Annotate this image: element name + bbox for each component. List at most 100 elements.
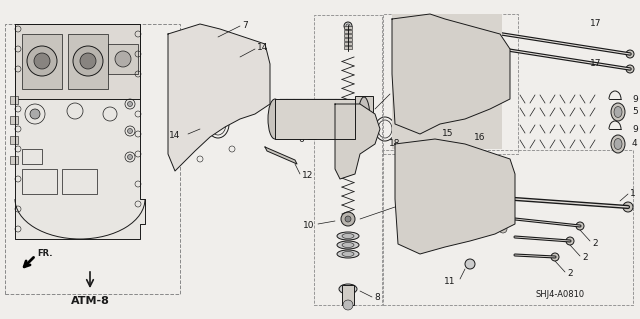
Circle shape bbox=[438, 77, 458, 97]
Bar bbox=[280, 99, 287, 139]
Bar bbox=[22, 169, 57, 194]
Circle shape bbox=[406, 159, 430, 183]
Bar bbox=[294, 99, 301, 139]
Bar bbox=[322, 99, 329, 139]
Circle shape bbox=[445, 209, 455, 219]
Circle shape bbox=[408, 194, 428, 214]
Bar bbox=[344, 34, 352, 37]
Text: 18: 18 bbox=[388, 139, 400, 149]
Text: 8: 8 bbox=[374, 293, 380, 302]
Bar bbox=[355, 96, 373, 142]
Circle shape bbox=[127, 154, 132, 160]
Circle shape bbox=[399, 190, 407, 198]
Circle shape bbox=[396, 65, 404, 73]
Circle shape bbox=[409, 38, 421, 50]
Polygon shape bbox=[392, 14, 502, 149]
Circle shape bbox=[623, 202, 633, 212]
Circle shape bbox=[399, 145, 407, 153]
Circle shape bbox=[453, 162, 463, 172]
Text: 14: 14 bbox=[168, 131, 180, 140]
Circle shape bbox=[438, 169, 462, 193]
Circle shape bbox=[345, 216, 351, 222]
Circle shape bbox=[444, 175, 456, 187]
Bar bbox=[308, 99, 315, 139]
Circle shape bbox=[473, 189, 483, 199]
Bar bbox=[336, 99, 343, 139]
Bar bbox=[301, 99, 308, 139]
Circle shape bbox=[626, 65, 634, 73]
Circle shape bbox=[468, 184, 488, 204]
Circle shape bbox=[499, 200, 507, 208]
Circle shape bbox=[465, 259, 475, 269]
Bar bbox=[10, 136, 18, 144]
Text: 2: 2 bbox=[592, 239, 598, 248]
Text: 10: 10 bbox=[303, 220, 314, 229]
Bar bbox=[344, 46, 352, 49]
Text: 4: 4 bbox=[632, 139, 637, 149]
Ellipse shape bbox=[268, 99, 282, 139]
Text: 14: 14 bbox=[257, 43, 268, 53]
Ellipse shape bbox=[614, 138, 622, 150]
Circle shape bbox=[413, 199, 423, 209]
Circle shape bbox=[234, 57, 242, 65]
Text: 13: 13 bbox=[410, 146, 422, 155]
Bar bbox=[22, 149, 42, 164]
Bar bbox=[5, 24, 180, 294]
Circle shape bbox=[410, 72, 420, 82]
Bar bbox=[344, 30, 352, 33]
Circle shape bbox=[346, 119, 370, 143]
Text: ATM-8: ATM-8 bbox=[70, 296, 109, 306]
Ellipse shape bbox=[337, 250, 359, 258]
Bar bbox=[342, 285, 354, 305]
Circle shape bbox=[396, 105, 404, 113]
Circle shape bbox=[80, 53, 96, 69]
Circle shape bbox=[343, 300, 353, 310]
Polygon shape bbox=[265, 147, 297, 164]
Bar bbox=[15, 24, 140, 99]
Bar bbox=[10, 116, 18, 124]
Text: 7: 7 bbox=[242, 20, 248, 29]
Circle shape bbox=[73, 46, 103, 76]
Circle shape bbox=[626, 50, 634, 58]
Ellipse shape bbox=[343, 286, 353, 292]
Circle shape bbox=[352, 125, 364, 137]
Ellipse shape bbox=[337, 241, 359, 249]
Bar bbox=[329, 99, 336, 139]
Bar bbox=[383, 14, 518, 154]
Text: 17: 17 bbox=[590, 60, 602, 69]
Bar bbox=[315, 99, 322, 139]
Ellipse shape bbox=[342, 234, 354, 239]
Ellipse shape bbox=[339, 284, 357, 294]
Ellipse shape bbox=[358, 97, 370, 141]
Circle shape bbox=[207, 38, 213, 44]
Bar bbox=[62, 169, 97, 194]
Text: 5: 5 bbox=[632, 107, 637, 115]
Bar bbox=[344, 38, 352, 41]
Text: 1: 1 bbox=[630, 189, 636, 197]
Circle shape bbox=[30, 109, 40, 119]
Circle shape bbox=[443, 82, 453, 92]
Circle shape bbox=[499, 160, 507, 168]
Circle shape bbox=[204, 35, 216, 47]
Polygon shape bbox=[335, 104, 380, 179]
Bar bbox=[10, 156, 18, 164]
Ellipse shape bbox=[337, 232, 359, 240]
Circle shape bbox=[486, 100, 494, 108]
Polygon shape bbox=[395, 139, 515, 254]
Circle shape bbox=[341, 212, 355, 226]
Text: 17: 17 bbox=[590, 19, 602, 28]
Circle shape bbox=[344, 22, 352, 30]
Circle shape bbox=[403, 32, 427, 56]
Text: 2: 2 bbox=[567, 270, 573, 278]
Text: 15: 15 bbox=[442, 130, 454, 138]
Text: 12: 12 bbox=[302, 172, 314, 181]
Circle shape bbox=[34, 53, 50, 69]
Circle shape bbox=[396, 20, 404, 28]
Ellipse shape bbox=[342, 242, 354, 248]
Bar bbox=[383, 150, 633, 305]
Circle shape bbox=[576, 222, 584, 230]
Text: 9: 9 bbox=[632, 124, 637, 133]
Text: 6: 6 bbox=[298, 135, 304, 144]
Circle shape bbox=[127, 129, 132, 133]
Circle shape bbox=[470, 64, 480, 74]
